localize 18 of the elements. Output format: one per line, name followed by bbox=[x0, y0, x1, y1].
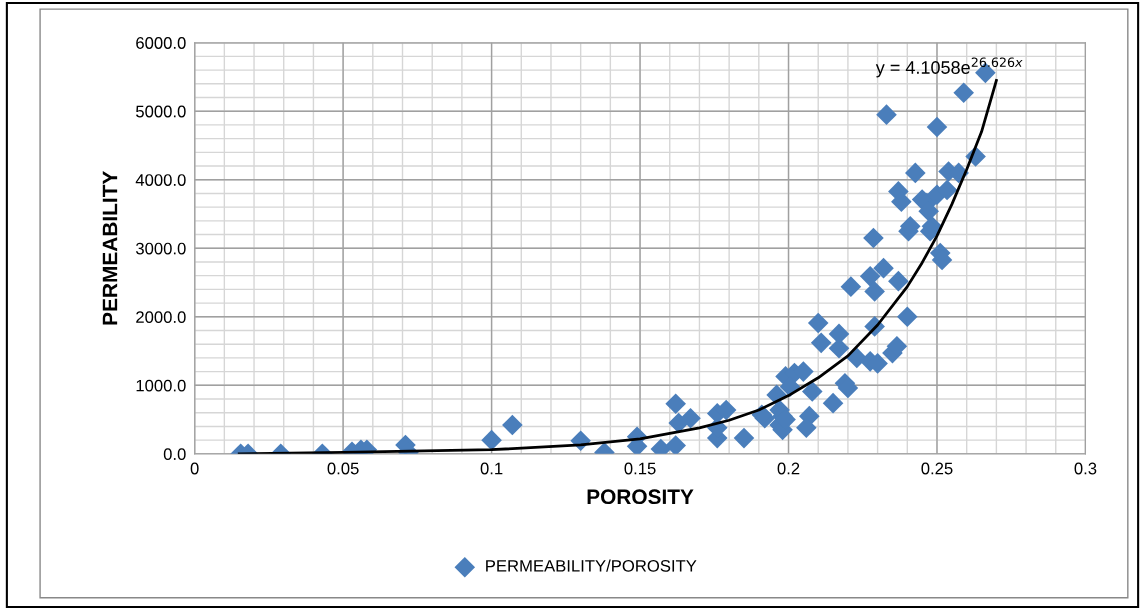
x-tick-label: 0.1 bbox=[480, 462, 503, 475]
y-tick-label: 1000.0 bbox=[136, 379, 186, 392]
y-tick-label: 6000.0 bbox=[136, 37, 186, 49]
x-tick-label: 0 bbox=[190, 462, 199, 475]
annotation: y = 4.1058e$^{26.626x}$ bbox=[875, 57, 1023, 78]
x-tick-label: 0.3 bbox=[1074, 462, 1097, 475]
x-axis-title: POROSITY bbox=[587, 489, 694, 505]
x-tick-label: 0.25 bbox=[921, 462, 953, 475]
y-tick-label: 2000.0 bbox=[136, 311, 186, 323]
x-tick-label: 0.2 bbox=[777, 462, 800, 475]
x-tick-label: 0.15 bbox=[624, 462, 656, 475]
y-tick-label: 4000.0 bbox=[135, 174, 186, 186]
legend-label: PERMEABILITY/POROSITY bbox=[486, 559, 697, 572]
y-tick-label: 0.0 bbox=[163, 448, 186, 461]
y-tick-label: 5000.0 bbox=[136, 105, 186, 118]
x-tick-label: 0.05 bbox=[327, 462, 359, 475]
y-tick-label: 3000.0 bbox=[135, 242, 186, 255]
y-axis-title: PERMEABILITY bbox=[102, 171, 118, 325]
